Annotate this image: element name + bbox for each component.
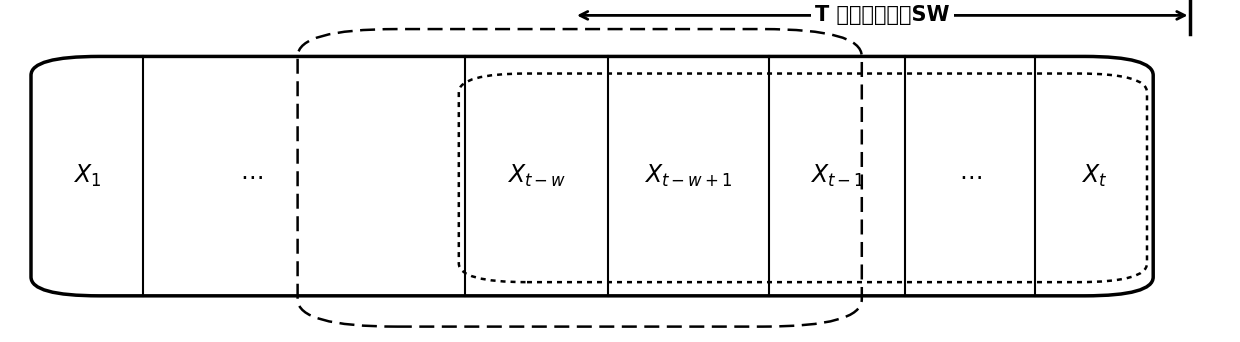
Text: $\cdots$: $\cdots$ bbox=[239, 164, 263, 188]
Text: $X_{t-w}$: $X_{t-w}$ bbox=[507, 163, 565, 189]
Text: $X_{t-1}$: $X_{t-1}$ bbox=[810, 163, 864, 189]
Text: $X_1$: $X_1$ bbox=[73, 163, 100, 189]
Text: $\cdots$: $\cdots$ bbox=[959, 164, 982, 188]
Text: $X_{t-w+1}$: $X_{t-w+1}$ bbox=[644, 163, 733, 189]
FancyBboxPatch shape bbox=[31, 56, 1153, 296]
Text: T 时刻滑动窗口SW: T 时刻滑动窗口SW bbox=[815, 5, 950, 25]
Text: $X_t$: $X_t$ bbox=[1081, 163, 1107, 189]
